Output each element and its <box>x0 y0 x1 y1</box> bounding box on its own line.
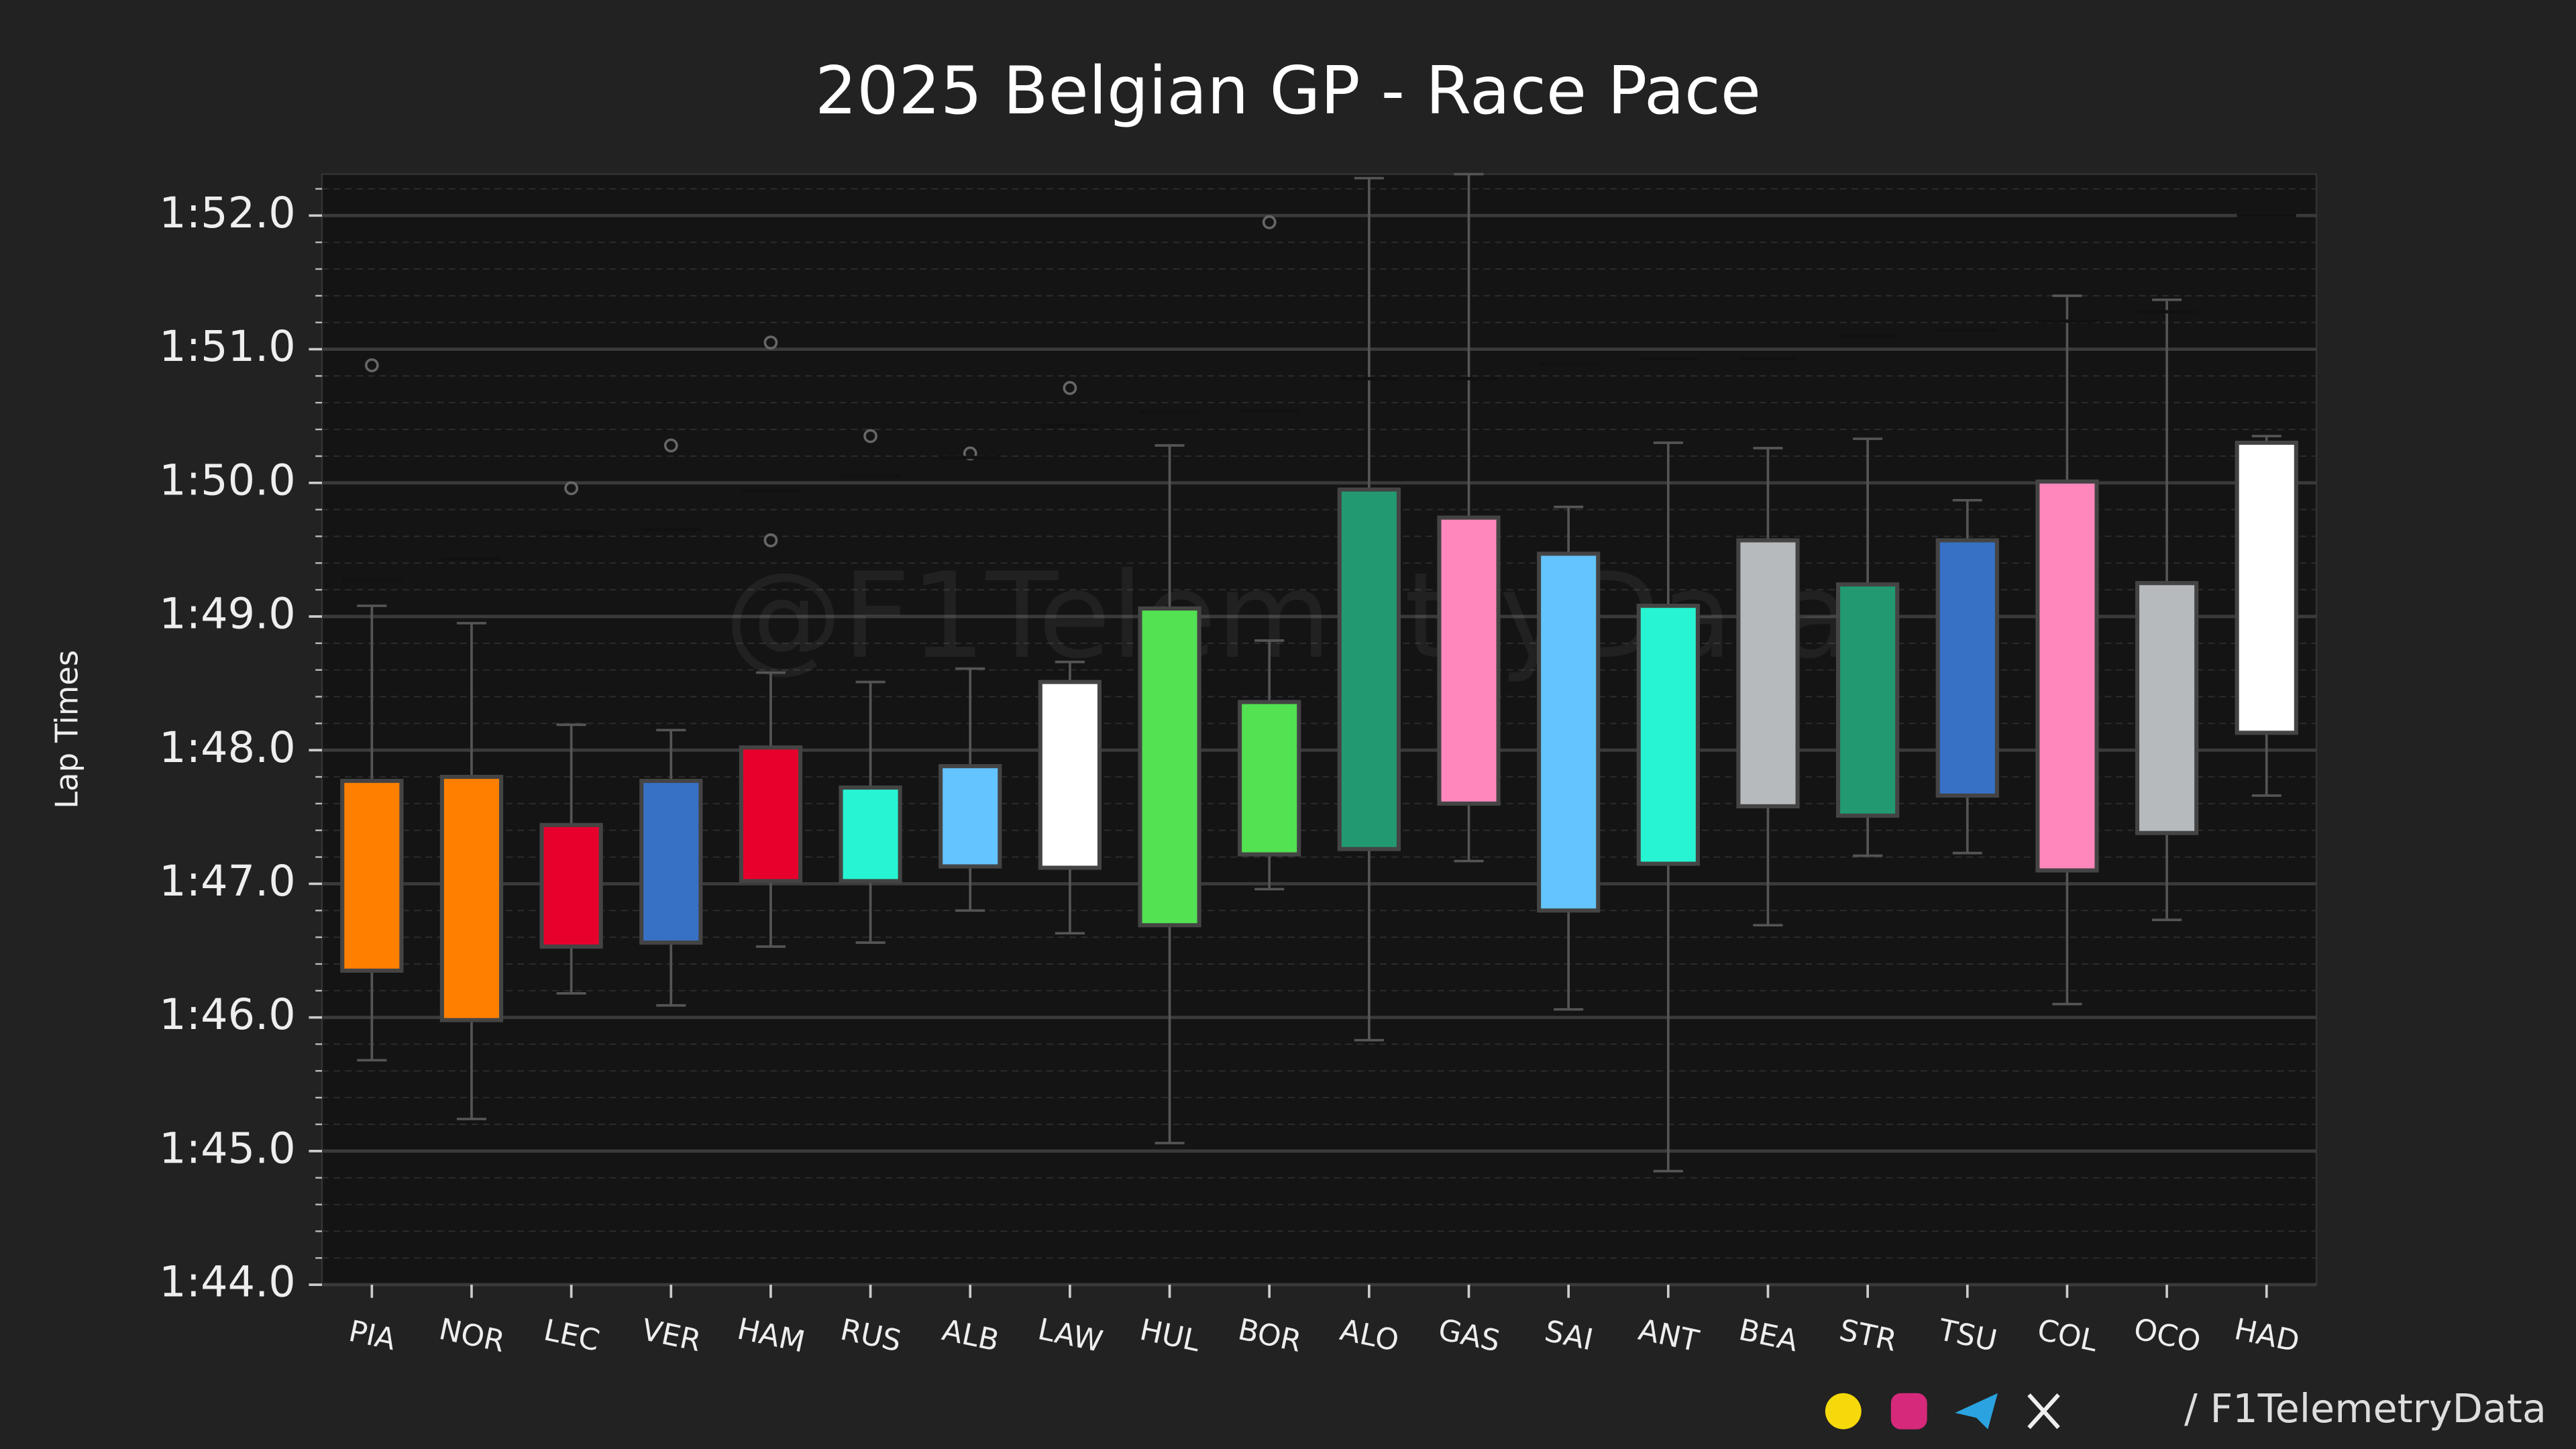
outlier <box>863 429 877 443</box>
box <box>340 778 404 973</box>
box <box>639 778 703 945</box>
box <box>1138 606 1201 928</box>
outlier <box>364 358 379 372</box>
outlier <box>1063 380 1077 395</box>
box <box>938 764 1002 869</box>
y-tick-label: 1:44.0 <box>159 1258 296 1307</box>
box <box>1636 604 1700 866</box>
icon <box>1955 1393 1998 1430</box>
box <box>2235 440 2298 735</box>
box <box>1238 700 1301 857</box>
y-tick-label: 1:48.0 <box>159 723 296 773</box>
box <box>1736 538 1800 808</box>
y-tick-label: 1:49.0 <box>159 590 296 639</box>
outlier <box>663 438 678 453</box>
outlier <box>564 481 579 496</box>
box <box>1835 582 1900 818</box>
y-tick-label: 1:51.0 <box>159 322 296 372</box>
y-tick-label: 1:52.0 <box>159 189 296 238</box>
y-axis-label: Lap Times <box>48 650 85 809</box>
y-tick-label: 1:50.0 <box>159 455 296 505</box>
box <box>1038 680 1102 870</box>
box <box>839 785 902 883</box>
footer-text: / F1TelemetryData <box>2184 1385 2546 1432</box>
outlier <box>763 533 778 547</box>
box <box>539 822 603 949</box>
marks <box>340 172 2298 1173</box>
y-tick-label: 1:47.0 <box>159 857 296 906</box>
box <box>1337 487 1401 851</box>
icon <box>1825 1393 1862 1430</box>
footer-icons <box>1825 1393 2060 1430</box>
box <box>1935 538 1999 798</box>
icon <box>2027 1393 2060 1430</box>
outlier <box>963 446 977 461</box>
y-tick-label: 1:46.0 <box>159 990 296 1040</box>
box <box>439 775 504 1022</box>
box <box>1437 515 1501 806</box>
icon <box>1890 1393 1927 1430</box>
y-tick-label: 1:45.0 <box>159 1124 296 1173</box>
box <box>2135 581 2199 835</box>
box <box>739 745 803 883</box>
box <box>1537 551 1601 913</box>
outlier <box>1262 215 1277 229</box>
box <box>2035 479 2099 873</box>
outlier <box>763 335 778 350</box>
chart-title: 2025 Belgian GP - Race Pace <box>815 53 1761 129</box>
plot-area <box>321 173 2318 1286</box>
